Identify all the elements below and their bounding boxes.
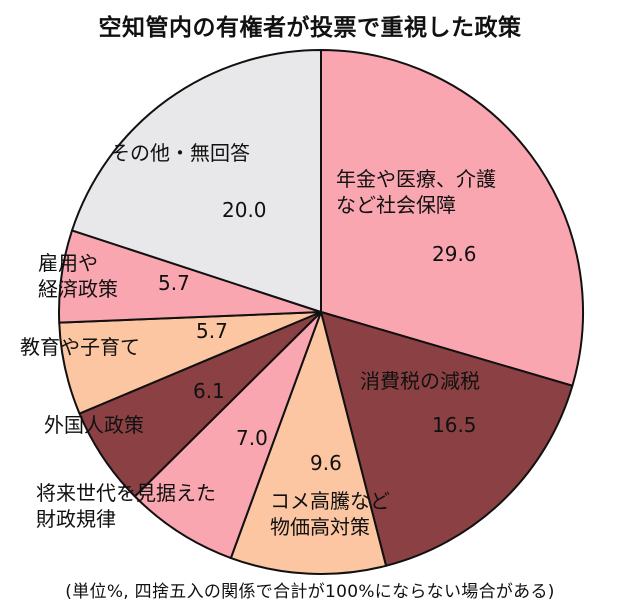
- pie-slice-1: [320, 49, 584, 387]
- slice-label-5: 外国人政策: [44, 413, 144, 437]
- slice-label-7: 雇用や経済政策: [38, 251, 118, 301]
- pie-slice-4: [133, 311, 322, 560]
- slice-label-3: コメ高騰など物価高対策: [270, 489, 390, 539]
- slice-value-5: 6.1: [193, 379, 225, 403]
- pie-slice-3: [229, 311, 388, 575]
- slice-value-6: 5.7: [196, 319, 228, 343]
- slice-value-7: 5.7: [158, 271, 190, 295]
- slice-value-1: 29.6: [432, 242, 477, 266]
- slice-value-8: 20.0: [222, 198, 267, 222]
- pie-labels: 年金や医療、介護など社会保障 29.6 消費税の減税 16.5 コメ高騰など物価高対策 9…: [20, 141, 496, 539]
- slice-value-2: 16.5: [432, 413, 477, 437]
- slice-label-8: その他・無回答: [110, 141, 250, 165]
- slice-label-1: 年金や医療、介護など社会保障: [336, 167, 496, 217]
- chart-title: 空知管内の有権者が投票で重視した政策: [98, 15, 522, 41]
- pie-slices: [58, 49, 584, 575]
- slice-value-3: 9.6: [310, 451, 342, 475]
- pie-slice-8: [71, 49, 322, 313]
- slice-label-2: 消費税の減税: [360, 369, 480, 393]
- pie-slice-2: [320, 311, 574, 567]
- slice-label-6: 教育や子育て: [20, 335, 140, 359]
- slice-label-4: 将来世代を見据えた財政規律: [36, 481, 216, 531]
- chart-footnote: (単位%, 四捨五入の関係で合計が100%にならない場合がある): [65, 582, 555, 602]
- slice-value-4: 7.0: [236, 426, 268, 450]
